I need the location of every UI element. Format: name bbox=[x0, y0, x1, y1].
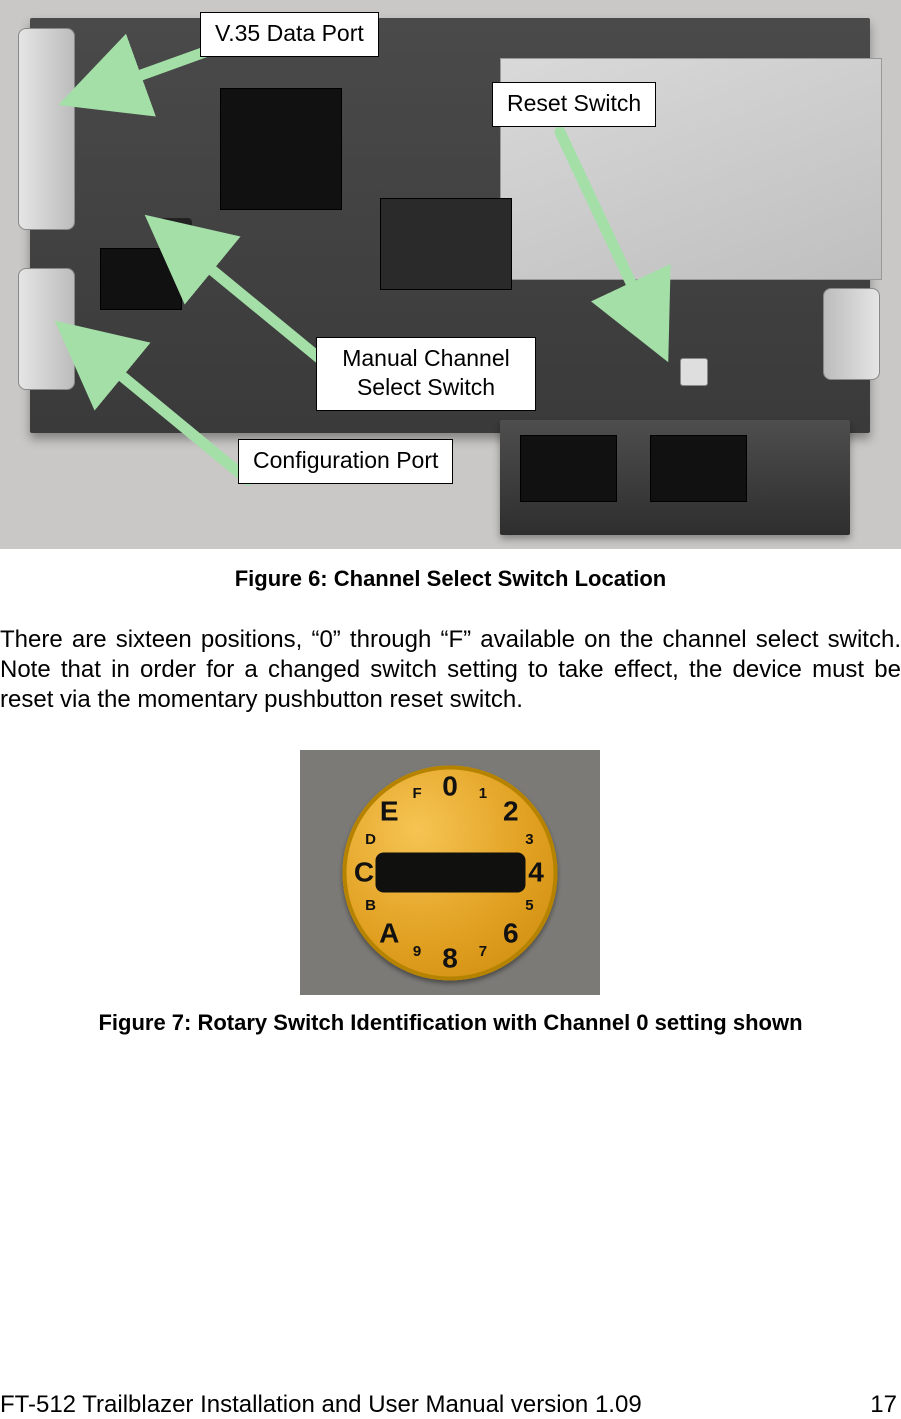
rotary-dial: 0 123 4 567 8 9ABCDEF bbox=[343, 765, 558, 980]
config-connector bbox=[18, 268, 75, 390]
page: V.35 Data Port Reset Switch Manual Chann… bbox=[0, 0, 901, 1419]
rotary-label: B bbox=[365, 897, 376, 914]
channel-select-switch bbox=[160, 218, 192, 250]
rotary-label: E bbox=[380, 796, 399, 828]
page-footer: FT-512 Trailblazer Installation and User… bbox=[0, 1391, 901, 1419]
reset-switch-component bbox=[680, 358, 708, 386]
ic-small bbox=[100, 248, 182, 310]
rotary-label: 2 bbox=[503, 796, 519, 828]
figure-7-caption: Figure 7: Rotary Switch Identification w… bbox=[0, 1010, 901, 1036]
rotary-label: 8 bbox=[442, 943, 458, 975]
module-b bbox=[650, 435, 747, 502]
rotary-label: A bbox=[379, 917, 399, 949]
module-a bbox=[520, 435, 617, 502]
rotary-label: 3 bbox=[525, 831, 533, 848]
rotary-label: 5 bbox=[525, 897, 533, 914]
rotary-label: F bbox=[412, 785, 421, 802]
side-connector bbox=[823, 288, 880, 380]
rotary-pointer bbox=[375, 853, 525, 893]
v35-connector bbox=[18, 28, 75, 230]
callout-reset: Reset Switch bbox=[492, 82, 656, 127]
footer-page-number: 17 bbox=[870, 1391, 897, 1419]
figure-6-caption: Figure 6: Channel Select Switch Location bbox=[0, 566, 901, 592]
main-ic bbox=[220, 88, 342, 210]
figure-7-image: 0 123 4 567 8 9ABCDEF bbox=[300, 750, 600, 995]
rotary-label: D bbox=[365, 831, 376, 848]
callout-manual: Manual Channel Select Switch bbox=[316, 337, 536, 411]
rotary-label: 1 bbox=[479, 785, 487, 802]
rotary-label: 4 bbox=[528, 857, 544, 889]
footer-title: FT-512 Trailblazer Installation and User… bbox=[0, 1391, 642, 1419]
body-paragraph: There are sixteen positions, “0” through… bbox=[0, 625, 901, 715]
callout-config: Configuration Port bbox=[238, 439, 453, 484]
figure-6-image: V.35 Data Port Reset Switch Manual Chann… bbox=[0, 0, 901, 549]
rotary-label: C bbox=[354, 857, 374, 889]
daughter-board bbox=[500, 420, 850, 535]
rotary-label: 9 bbox=[413, 943, 421, 960]
ic-mid bbox=[380, 198, 512, 290]
rotary-label: 7 bbox=[479, 943, 487, 960]
rotary-label: 6 bbox=[503, 917, 519, 949]
rotary-label: 0 bbox=[442, 771, 458, 803]
callout-v35: V.35 Data Port bbox=[200, 12, 379, 57]
